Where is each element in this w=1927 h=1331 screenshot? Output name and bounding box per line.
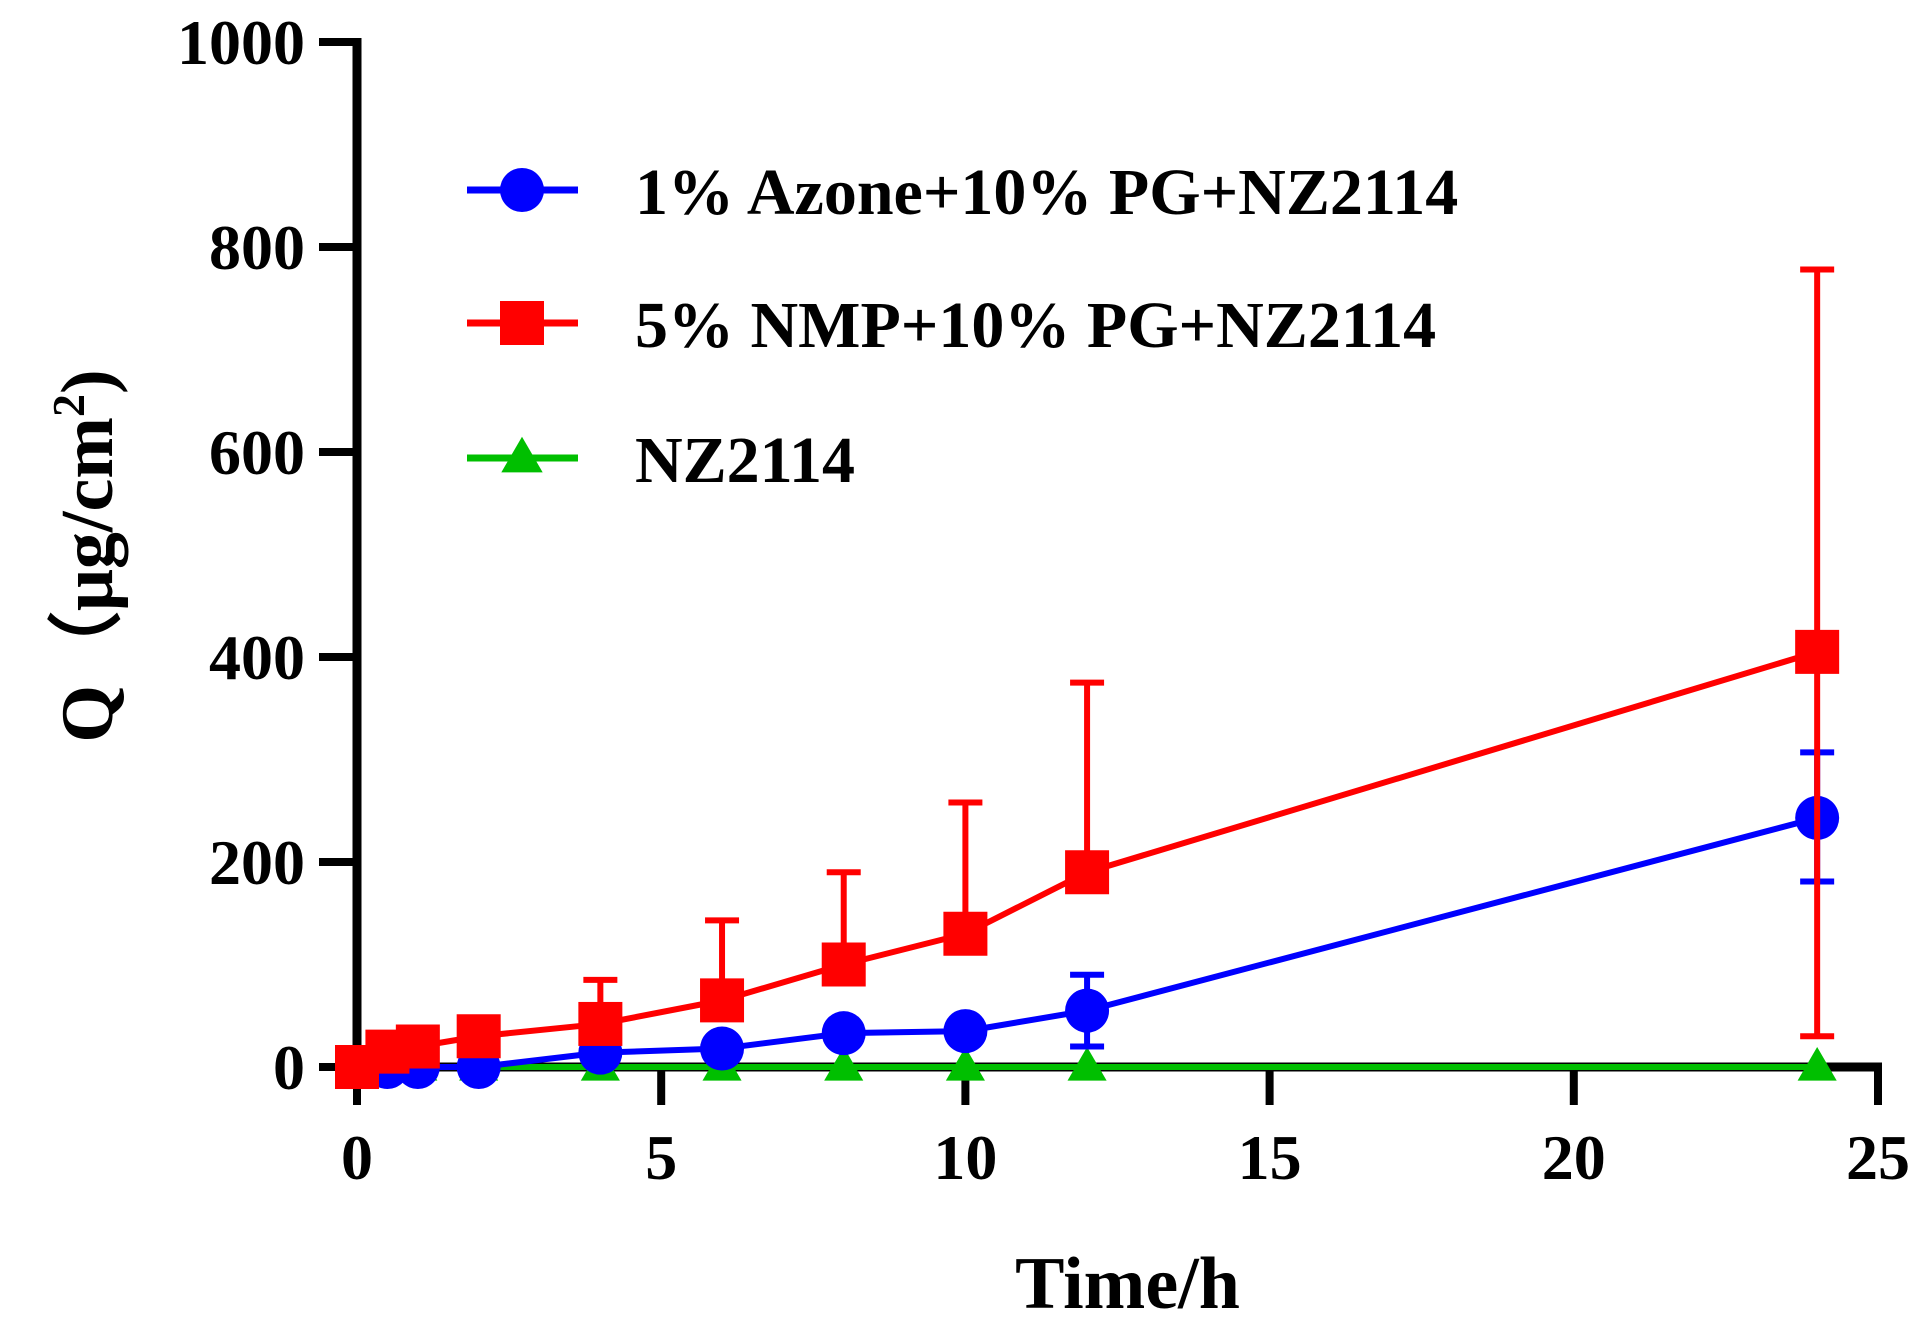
legend-item: 1% Azone+10% PG+NZ2114: [467, 156, 1458, 229]
y-tick-label: 400: [209, 622, 305, 693]
series-group: [335, 266, 1840, 1089]
y-tick-label: 600: [209, 417, 305, 488]
y-axis-title-main: Q（μg/cm: [47, 417, 129, 743]
legend-item: NZ2114: [467, 424, 855, 497]
data-point: [1067, 1046, 1107, 1081]
data-point: [700, 978, 745, 1023]
legend-label: 1% Azone+10% PG+NZ2114: [635, 156, 1458, 229]
data-point: [501, 436, 543, 473]
x-ticks-group: 0 5 10 15 20 25: [341, 1067, 1910, 1193]
data-point: [500, 301, 544, 345]
x-tick-label: 10: [933, 1122, 997, 1193]
data-point: [395, 1024, 440, 1069]
x-tick-label: 20: [1542, 1122, 1606, 1193]
data-point: [700, 1026, 745, 1071]
y-axis-title: Q（μg/cm2): [43, 369, 129, 742]
data-point: [1795, 629, 1840, 674]
y-axis-title-superscript: 2: [43, 394, 94, 417]
y-axis-title-close: ): [47, 369, 129, 394]
data-point: [821, 1011, 866, 1056]
y-tick-label: 200: [209, 827, 305, 898]
x-tick-label: 5: [645, 1122, 677, 1193]
data-point: [578, 1001, 623, 1046]
x-axis-title: Time/h: [1015, 1243, 1240, 1325]
y-tick-label: 1000: [177, 7, 305, 78]
y-ticks-group: 0 200 400 600 800 1000: [177, 7, 357, 1103]
legend-item: 5% NMP+10% PG+NZ2114: [467, 289, 1436, 362]
data-point: [943, 1009, 988, 1054]
legend-label: 5% NMP+10% PG+NZ2114: [635, 289, 1436, 362]
x-tick-label: 25: [1846, 1122, 1910, 1193]
data-point: [821, 942, 866, 987]
legend: 1% Azone+10% PG+NZ2114 5% NMP+10% PG+NZ21…: [467, 156, 1458, 497]
data-point: [500, 168, 544, 212]
legend-label: NZ2114: [635, 424, 855, 497]
x-tick-label: 15: [1238, 1122, 1302, 1193]
data-point: [945, 1046, 985, 1081]
y-tick-label: 0: [273, 1032, 305, 1103]
data-point: [1065, 988, 1110, 1033]
data-point: [943, 911, 988, 956]
series-2: [335, 266, 1840, 1089]
y-tick-label: 800: [209, 212, 305, 283]
x-tick-label: 0: [341, 1122, 373, 1193]
data-point: [824, 1046, 864, 1081]
data-point: [456, 1014, 501, 1059]
data-point: [1797, 1046, 1837, 1081]
data-point: [1065, 850, 1110, 895]
